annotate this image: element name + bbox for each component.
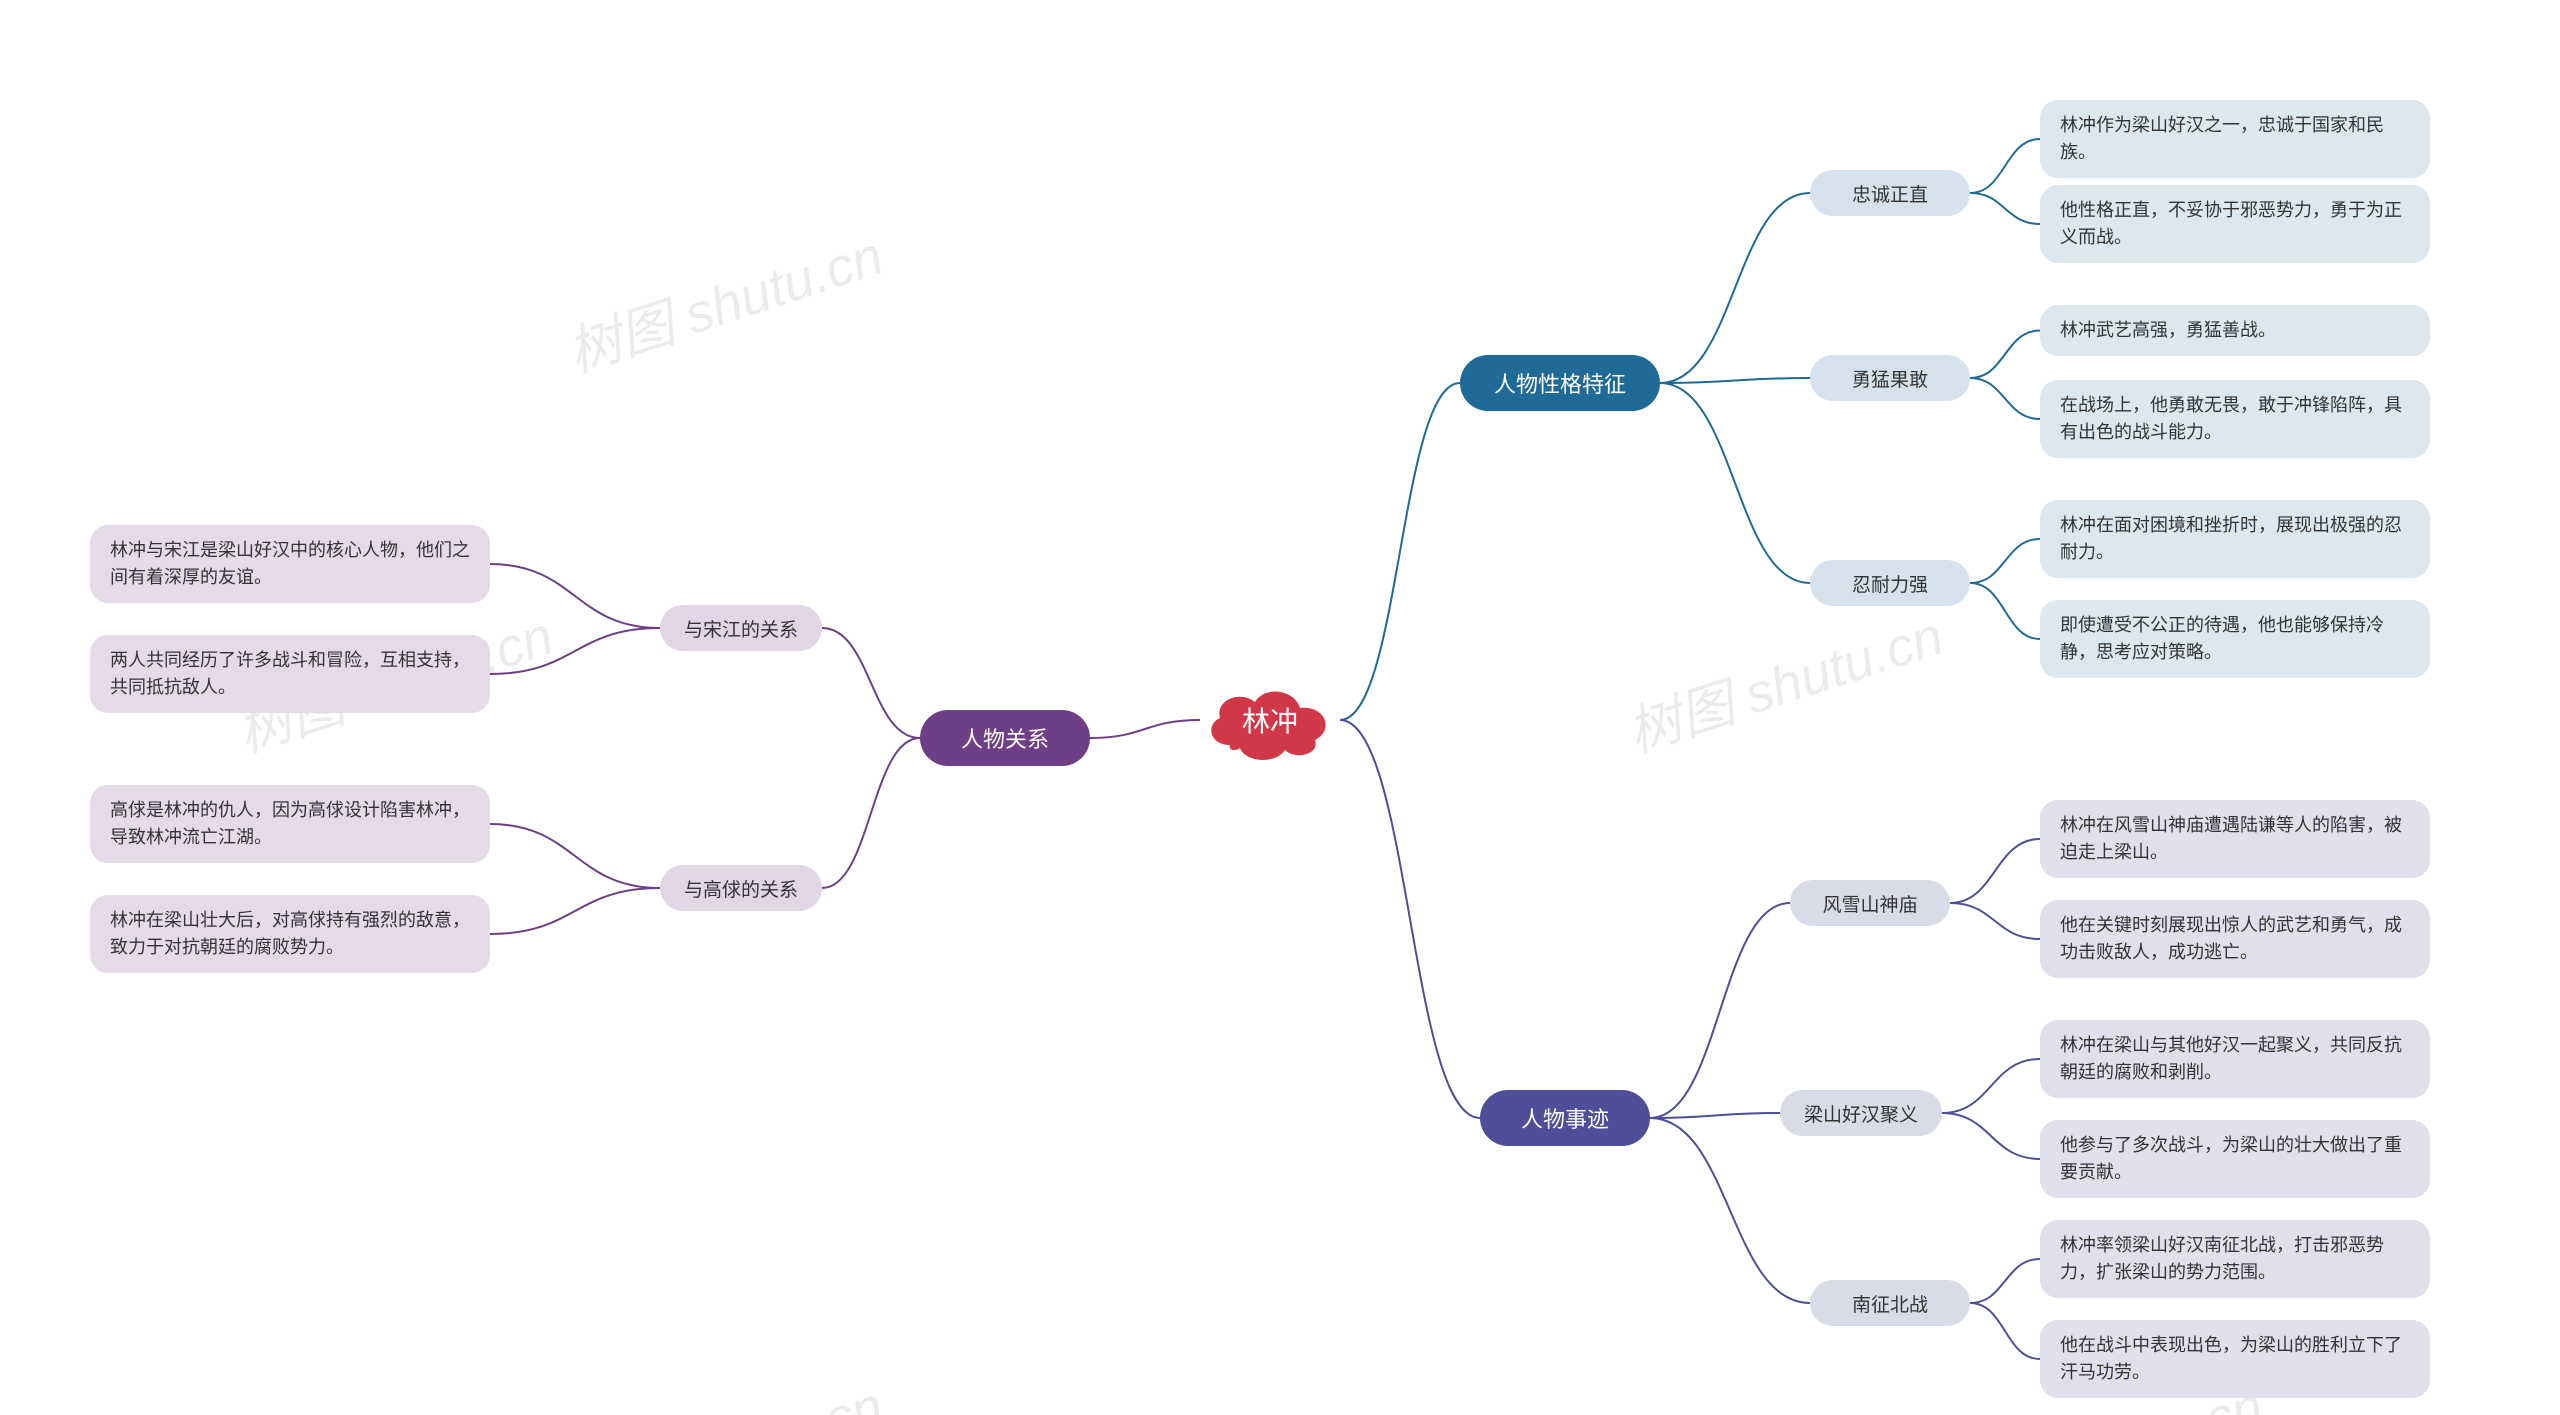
node-label: 南征北战 <box>1852 1290 1928 1317</box>
leaf-node: 两人共同经历了许多战斗和冒险，互相支持，共同抵抗敌人。 <box>90 635 490 713</box>
leaf-node: 即使遭受不公正的待遇，他也能够保持冷静，思考应对策略。 <box>2040 600 2430 678</box>
mindmap-canvas: 树图 shutu.cn 树图 shutu.cn 树图 shutu.cn 树图 s… <box>0 0 2560 1415</box>
node-songjiang: 与宋江的关系 <box>660 605 822 651</box>
leaf-node: 林冲与宋江是梁山好汉中的核心人物，他们之间有着深厚的友谊。 <box>90 525 490 603</box>
watermark: 树图 shutu.cn <box>556 1361 892 1415</box>
node-label: 与高俅的关系 <box>684 875 798 902</box>
leaf-node: 林冲在面对困境和挫折时，展现出极强的忍耐力。 <box>2040 500 2430 578</box>
node-endure: 忍耐力强 <box>1810 560 1970 606</box>
leaf-node: 林冲在风雪山神庙遭遇陆谦等人的陷害，被迫走上梁山。 <box>2040 800 2430 878</box>
leaf-text: 他在战斗中表现出色，为梁山的胜利立下了汗马功劳。 <box>2060 1335 2402 1382</box>
leaf-node: 高俅是林冲的仇人，因为高俅设计陷害林冲，导致林冲流亡江湖。 <box>90 785 490 863</box>
node-gather: 梁山好汉聚义 <box>1780 1090 1942 1136</box>
node-temple: 风雪山神庙 <box>1790 880 1950 926</box>
root-label: 林冲 <box>1242 700 1298 740</box>
leaf-text: 林冲在面对困境和挫折时，展现出极强的忍耐力。 <box>2060 515 2402 562</box>
leaf-node: 林冲作为梁山好汉之一，忠诚于国家和民族。 <box>2040 100 2430 178</box>
leaf-text: 林冲在风雪山神庙遭遇陆谦等人的陷害，被迫走上梁山。 <box>2060 815 2402 862</box>
leaf-node: 他参与了多次战斗，为梁山的壮大做出了重要贡献。 <box>2040 1120 2430 1198</box>
branch-relations: 人物关系 <box>920 710 1090 766</box>
node-war: 南征北战 <box>1810 1280 1970 1326</box>
watermark: 树图 shutu.cn <box>556 211 892 387</box>
leaf-text: 他在关键时刻展现出惊人的武艺和勇气，成功击败敌人，成功逃亡。 <box>2060 915 2402 962</box>
node-label: 与宋江的关系 <box>684 615 798 642</box>
root-node: 林冲 <box>1200 680 1340 760</box>
leaf-text: 即使遭受不公正的待遇，他也能够保持冷静，思考应对策略。 <box>2060 615 2384 662</box>
leaf-node: 在战场上，他勇敢无畏，敢于冲锋陷阵，具有出色的战斗能力。 <box>2040 380 2430 458</box>
leaf-node: 他在关键时刻展现出惊人的武艺和勇气，成功击败敌人，成功逃亡。 <box>2040 900 2430 978</box>
branch-label: 人物性格特征 <box>1494 367 1626 399</box>
leaf-text: 在战场上，他勇敢无畏，敢于冲锋陷阵，具有出色的战斗能力。 <box>2060 395 2402 442</box>
node-label: 勇猛果敢 <box>1852 365 1928 392</box>
node-label: 风雪山神庙 <box>1822 890 1917 917</box>
leaf-node: 他性格正直，不妥协于邪恶势力，勇于为正义而战。 <box>2040 185 2430 263</box>
node-gaoqiu: 与高俅的关系 <box>660 865 822 911</box>
leaf-text: 林冲武艺高强，勇猛善战。 <box>2060 320 2276 340</box>
leaf-text: 林冲在梁山与其他好汉一起聚义，共同反抗朝廷的腐败和剥削。 <box>2060 1035 2402 1082</box>
branch-label: 人物关系 <box>961 722 1049 754</box>
node-label: 梁山好汉聚义 <box>1804 1100 1918 1127</box>
leaf-text: 林冲作为梁山好汉之一，忠诚于国家和民族。 <box>2060 115 2384 162</box>
leaf-text: 林冲在梁山壮大后，对高俅持有强烈的敌意，致力于对抗朝廷的腐败势力。 <box>110 910 470 957</box>
branch-character: 人物性格特征 <box>1460 355 1660 411</box>
leaf-node: 林冲率领梁山好汉南征北战，打击邪恶势力，扩张梁山的势力范围。 <box>2040 1220 2430 1298</box>
leaf-text: 高俅是林冲的仇人，因为高俅设计陷害林冲，导致林冲流亡江湖。 <box>110 800 470 847</box>
leaf-node: 他在战斗中表现出色，为梁山的胜利立下了汗马功劳。 <box>2040 1320 2430 1398</box>
leaf-node: 林冲在梁山壮大后，对高俅持有强烈的敌意，致力于对抗朝廷的腐败势力。 <box>90 895 490 973</box>
leaf-text: 林冲与宋江是梁山好汉中的核心人物，他们之间有着深厚的友谊。 <box>110 540 470 587</box>
node-label: 忍耐力强 <box>1852 570 1928 597</box>
node-loyal: 忠诚正直 <box>1810 170 1970 216</box>
leaf-text: 林冲率领梁山好汉南征北战，打击邪恶势力，扩张梁山的势力范围。 <box>2060 1235 2384 1282</box>
branch-label: 人物事迹 <box>1521 1102 1609 1134</box>
leaf-node: 林冲在梁山与其他好汉一起聚义，共同反抗朝廷的腐败和剥削。 <box>2040 1020 2430 1098</box>
leaf-text: 他性格正直，不妥协于邪恶势力，勇于为正义而战。 <box>2060 200 2402 247</box>
leaf-text: 两人共同经历了许多战斗和冒险，互相支持，共同抵抗敌人。 <box>110 650 470 697</box>
leaf-text: 他参与了多次战斗，为梁山的壮大做出了重要贡献。 <box>2060 1135 2402 1182</box>
node-label: 忠诚正直 <box>1852 180 1928 207</box>
node-brave: 勇猛果敢 <box>1810 355 1970 401</box>
leaf-node: 林冲武艺高强，勇猛善战。 <box>2040 305 2430 356</box>
branch-deeds: 人物事迹 <box>1480 1090 1650 1146</box>
watermark: 树图 shutu.cn <box>1616 591 1952 767</box>
